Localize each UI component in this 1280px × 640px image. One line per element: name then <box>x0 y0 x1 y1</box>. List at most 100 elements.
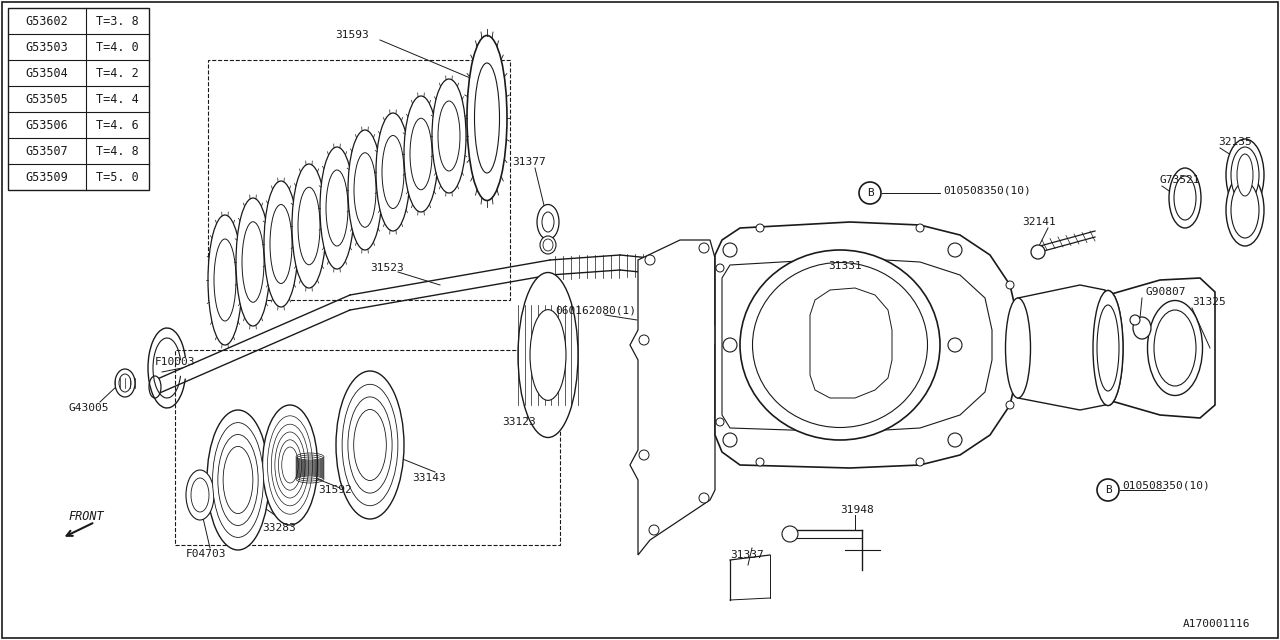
Ellipse shape <box>1231 182 1260 238</box>
Circle shape <box>916 458 924 466</box>
Ellipse shape <box>212 422 264 538</box>
Ellipse shape <box>236 198 270 326</box>
Circle shape <box>723 433 737 447</box>
Text: T=4. 6: T=4. 6 <box>96 118 138 131</box>
Text: 31337: 31337 <box>730 550 764 560</box>
Ellipse shape <box>541 212 554 232</box>
Circle shape <box>1130 315 1140 325</box>
Text: G53602: G53602 <box>26 15 68 28</box>
Text: G53505: G53505 <box>26 93 68 106</box>
Ellipse shape <box>1147 301 1202 396</box>
Ellipse shape <box>342 384 398 506</box>
Ellipse shape <box>410 118 433 189</box>
Text: 010508350(10): 010508350(10) <box>1123 481 1210 491</box>
Text: 32141: 32141 <box>1021 217 1056 227</box>
Circle shape <box>948 338 963 352</box>
Ellipse shape <box>1174 176 1196 220</box>
Ellipse shape <box>148 376 161 398</box>
Text: 33123: 33123 <box>502 417 536 427</box>
Text: T=4. 2: T=4. 2 <box>96 67 138 79</box>
Circle shape <box>1097 479 1119 501</box>
Circle shape <box>782 526 797 542</box>
Ellipse shape <box>381 136 404 209</box>
Text: 33283: 33283 <box>262 523 296 533</box>
Ellipse shape <box>270 205 292 284</box>
Polygon shape <box>1018 285 1105 410</box>
Text: G53503: G53503 <box>26 40 68 54</box>
Text: 31325: 31325 <box>1192 297 1226 307</box>
Ellipse shape <box>214 239 236 321</box>
Circle shape <box>716 418 724 426</box>
Ellipse shape <box>242 221 264 302</box>
Ellipse shape <box>207 410 269 550</box>
Circle shape <box>1006 401 1014 409</box>
Text: B: B <box>867 188 873 198</box>
Ellipse shape <box>1133 317 1151 339</box>
Ellipse shape <box>348 130 381 250</box>
Polygon shape <box>630 240 721 555</box>
Ellipse shape <box>1093 291 1123 406</box>
Text: 32135: 32135 <box>1219 137 1252 147</box>
Text: T=3. 8: T=3. 8 <box>96 15 138 28</box>
Text: 31331: 31331 <box>828 261 861 271</box>
Ellipse shape <box>1226 139 1265 211</box>
Bar <box>209 60 509 300</box>
Circle shape <box>645 255 655 265</box>
Ellipse shape <box>209 215 242 345</box>
Ellipse shape <box>268 416 312 514</box>
Ellipse shape <box>353 410 387 481</box>
Text: G53506: G53506 <box>26 118 68 131</box>
Ellipse shape <box>279 440 302 490</box>
Ellipse shape <box>438 101 460 171</box>
Ellipse shape <box>1236 154 1253 196</box>
Ellipse shape <box>518 273 579 438</box>
Ellipse shape <box>467 35 507 200</box>
Circle shape <box>716 264 724 272</box>
Polygon shape <box>1108 278 1215 418</box>
Circle shape <box>639 335 649 345</box>
Text: T=5. 0: T=5. 0 <box>96 170 138 184</box>
Ellipse shape <box>115 369 134 397</box>
Text: F04703: F04703 <box>186 549 227 559</box>
Text: FRONT: FRONT <box>68 509 104 522</box>
Ellipse shape <box>1226 174 1265 246</box>
Circle shape <box>1030 245 1044 259</box>
Ellipse shape <box>543 239 553 251</box>
Ellipse shape <box>1006 298 1030 398</box>
Text: G53509: G53509 <box>26 170 68 184</box>
Circle shape <box>859 182 881 204</box>
Ellipse shape <box>475 63 499 173</box>
Ellipse shape <box>753 262 928 428</box>
Ellipse shape <box>404 96 438 212</box>
Ellipse shape <box>740 250 940 440</box>
Ellipse shape <box>271 424 308 506</box>
Circle shape <box>948 433 963 447</box>
Ellipse shape <box>1097 305 1119 391</box>
Ellipse shape <box>337 371 404 519</box>
Circle shape <box>1006 281 1014 289</box>
Text: G73521: G73521 <box>1160 175 1201 185</box>
Ellipse shape <box>326 170 348 246</box>
Text: G53507: G53507 <box>26 145 68 157</box>
Ellipse shape <box>191 478 209 512</box>
Circle shape <box>948 243 963 257</box>
Text: G53504: G53504 <box>26 67 68 79</box>
Ellipse shape <box>1231 147 1260 203</box>
Ellipse shape <box>119 374 131 392</box>
Ellipse shape <box>264 181 298 307</box>
Text: 31377: 31377 <box>512 157 545 167</box>
Text: 060162080(1): 060162080(1) <box>556 305 636 315</box>
Ellipse shape <box>433 79 466 193</box>
Polygon shape <box>810 288 892 398</box>
Ellipse shape <box>1155 310 1196 386</box>
Polygon shape <box>716 222 1018 468</box>
Ellipse shape <box>538 205 559 239</box>
Ellipse shape <box>530 310 566 401</box>
Text: 31948: 31948 <box>840 505 874 515</box>
Ellipse shape <box>540 236 556 254</box>
Text: T=4. 0: T=4. 0 <box>96 40 138 54</box>
Ellipse shape <box>376 113 410 231</box>
Ellipse shape <box>292 164 326 288</box>
Ellipse shape <box>1093 291 1123 406</box>
Ellipse shape <box>275 432 305 498</box>
